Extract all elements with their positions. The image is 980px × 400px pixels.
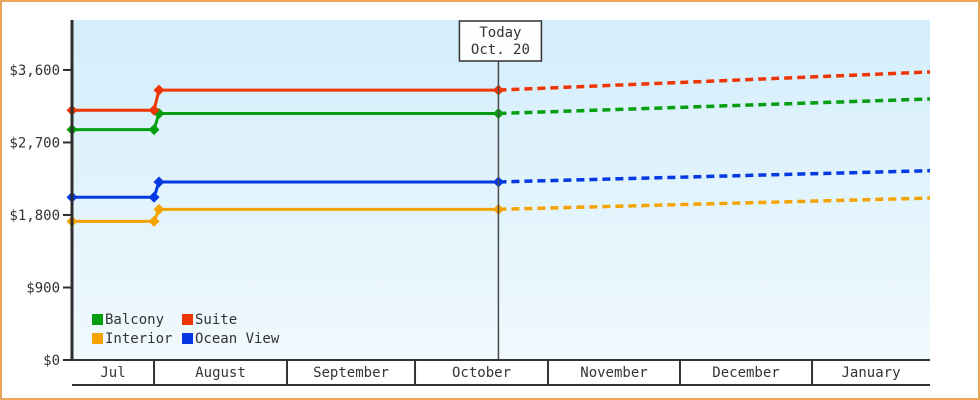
series-ocean-view-forecast-line <box>498 168 931 184</box>
legend-swatch-interior <box>92 333 103 344</box>
series-balcony-marker <box>148 124 160 136</box>
legend-label-balcony: Balcony <box>105 312 164 328</box>
today-box-label: Today <box>479 25 521 41</box>
legend-swatch-suite <box>182 314 193 325</box>
series-suite-marker <box>153 84 165 96</box>
month-label-jul: Jul <box>100 365 125 381</box>
y-tick-label: $2,700 <box>9 135 60 151</box>
legend-label-ocean-view: Ocean View <box>195 331 280 347</box>
legend-label-suite: Suite <box>195 312 237 328</box>
series-interior-history-line <box>72 207 499 223</box>
series-suite-marker <box>148 104 160 116</box>
series-ocean-view-history-line <box>72 180 499 199</box>
month-label-november: November <box>580 365 647 381</box>
today-box-date: Oct. 20 <box>471 42 530 58</box>
series-suite-history-line <box>72 88 499 112</box>
series-suite-forecast-line <box>498 70 931 92</box>
series-balcony-history-line <box>72 111 499 132</box>
month-label-october: October <box>452 365 511 381</box>
month-label-august: August <box>195 365 246 381</box>
y-tick-label: $3,600 <box>9 63 60 79</box>
series-ocean-view-marker <box>153 176 165 188</box>
month-label-january: January <box>842 365 901 381</box>
month-label-september: September <box>313 365 389 381</box>
series-interior-forecast-line <box>498 196 931 212</box>
today-box <box>458 20 543 62</box>
plot-area <box>72 20 930 360</box>
series-balcony-forecast-line <box>498 97 931 116</box>
y-tick-label: $1,800 <box>9 208 60 224</box>
series-interior-marker <box>148 215 160 227</box>
legend-swatch-balcony <box>92 314 103 325</box>
month-label-december: December <box>712 365 779 381</box>
series-interior-marker <box>153 203 165 215</box>
legend-label-interior: Interior <box>105 331 172 347</box>
y-tick-label: $0 <box>43 353 60 369</box>
legend-swatch-ocean-view <box>182 333 193 344</box>
y-tick-label: $900 <box>26 280 60 296</box>
series-ocean-view-marker <box>148 191 160 203</box>
